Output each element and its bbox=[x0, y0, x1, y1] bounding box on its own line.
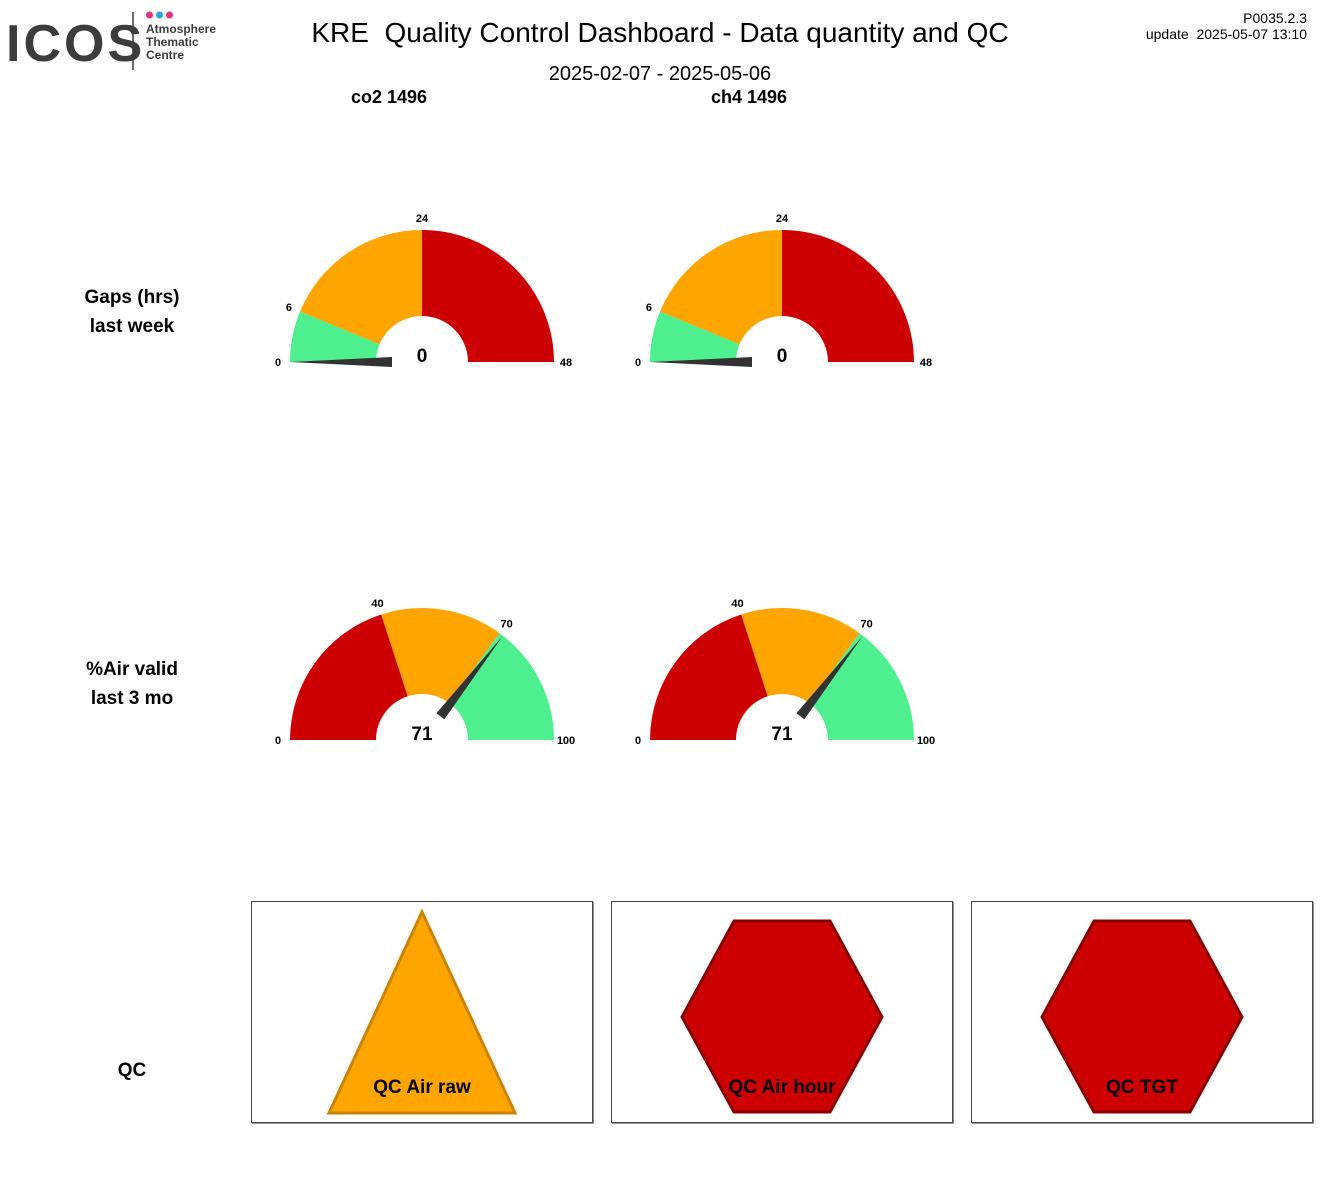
qc-box-tgt: QC TGT bbox=[971, 901, 1313, 1123]
gauge-value-label: 71 bbox=[771, 724, 793, 745]
gauge-band bbox=[650, 614, 768, 740]
row-label-gaps-line1: Gaps (hrs) bbox=[84, 287, 180, 308]
gauge-2: 0 40 70 100 71 bbox=[275, 598, 575, 747]
row-label-air-valid: %Air valid last 3 mo bbox=[32, 655, 232, 713]
gauge-tick-label: 100 bbox=[557, 735, 575, 747]
gauge-band bbox=[782, 230, 914, 362]
qc-label: QC Air raw bbox=[373, 1077, 471, 1098]
qc-label: QC Air hour bbox=[729, 1077, 837, 1098]
gauge-tick-label: 6 bbox=[646, 302, 652, 314]
gauge-tick-label: 70 bbox=[501, 619, 513, 631]
gauge-band bbox=[290, 311, 380, 362]
qc-hexagon-shape bbox=[1040, 919, 1244, 1114]
gauge-tick-label: 0 bbox=[275, 357, 281, 369]
gauge-band bbox=[290, 614, 408, 740]
gauge-band bbox=[422, 230, 554, 362]
qc-indicator-tgt: QC TGT bbox=[1040, 919, 1244, 1114]
gauge-band bbox=[809, 633, 914, 740]
logo-dot bbox=[146, 11, 153, 19]
qc-box-air-raw: QC Air raw bbox=[251, 901, 593, 1123]
date-range: 2025-02-07 - 2025-05-06 bbox=[548, 63, 772, 85]
gauge-tick-label: 100 bbox=[917, 735, 935, 747]
row-label-gaps-line2: last week bbox=[89, 316, 175, 337]
gauge-value-label: 71 bbox=[411, 724, 433, 745]
gauge-value-label: 0 bbox=[777, 346, 788, 367]
gauge-band bbox=[449, 633, 554, 740]
gauge-3: 0 40 70 100 71 bbox=[635, 598, 935, 747]
gauge-needle bbox=[290, 357, 392, 367]
gauge-tick-label: 70 bbox=[861, 619, 873, 631]
gauge-tick-label: 24 bbox=[776, 213, 789, 225]
update-timestamp: update 2025-05-07 13:10 bbox=[1145, 26, 1307, 42]
gauge-band bbox=[741, 608, 860, 703]
gauge-needle bbox=[796, 635, 863, 720]
gauge-tick-label: 0 bbox=[275, 735, 281, 747]
qc-triangle-shape bbox=[326, 908, 518, 1115]
gauge-value-label: 0 bbox=[417, 346, 428, 367]
logo-dot bbox=[166, 11, 173, 19]
logo-dot bbox=[156, 11, 163, 19]
gauge-0: 0 6 24 48 0 bbox=[275, 213, 572, 369]
qc-indicator-air-hour: QC Air hour bbox=[680, 919, 884, 1114]
gauge-tick-label: 48 bbox=[560, 357, 572, 369]
qc-indicator-air-raw: QC Air raw bbox=[326, 908, 518, 1115]
qc-label: QC TGT bbox=[1106, 1077, 1178, 1098]
row-label-air-valid-line2: last 3 mo bbox=[90, 688, 174, 709]
qc-box-air-hour: QC Air hour bbox=[611, 901, 953, 1123]
gauge-needle bbox=[436, 635, 503, 720]
row-label-air-valid-line1: %Air valid bbox=[86, 659, 178, 680]
gauge-tick-label: 40 bbox=[371, 598, 383, 610]
logo-subtext-2: Thematic bbox=[146, 35, 199, 49]
qc-hexagon-shape bbox=[680, 919, 884, 1114]
icos-logo: ICOS Atmosphere Thematic Centre bbox=[6, 11, 216, 73]
gauge-tick-label: 24 bbox=[416, 213, 429, 225]
gauge-tick-label: 48 bbox=[920, 357, 932, 369]
gauge-charts: 0 6 24 48 0 0 6 24 48 0 0 40 70 100 71 0 40 70 100 71 bbox=[275, 213, 935, 747]
gauge-band bbox=[381, 608, 500, 703]
logo-text: ICOS bbox=[6, 15, 145, 73]
gauge-tick-label: 0 bbox=[635, 735, 641, 747]
gauge-tick-label: 40 bbox=[731, 598, 743, 610]
logo-subtext-3: Centre bbox=[146, 48, 184, 62]
gauge-band bbox=[660, 230, 782, 345]
row-label-gaps: Gaps (hrs) last week bbox=[32, 283, 232, 341]
gauge-band bbox=[300, 230, 422, 345]
gauge-tick-label: 6 bbox=[286, 302, 292, 314]
column-header-ch4: ch4 1496 bbox=[710, 87, 788, 107]
logo-subtext-1: Atmosphere bbox=[146, 22, 216, 36]
column-header-co2: co2 1496 bbox=[350, 87, 428, 107]
gauge-band bbox=[650, 311, 740, 362]
row-label-qc: QC bbox=[117, 1060, 147, 1081]
gauge-needle bbox=[650, 357, 752, 367]
gauge-1: 0 6 24 48 0 bbox=[635, 213, 932, 369]
gauge-tick-label: 0 bbox=[635, 357, 641, 369]
version-label: P0035.2.3 bbox=[1243, 10, 1307, 26]
page-title: KRE Quality Control Dashboard - Data qua… bbox=[311, 17, 1009, 48]
